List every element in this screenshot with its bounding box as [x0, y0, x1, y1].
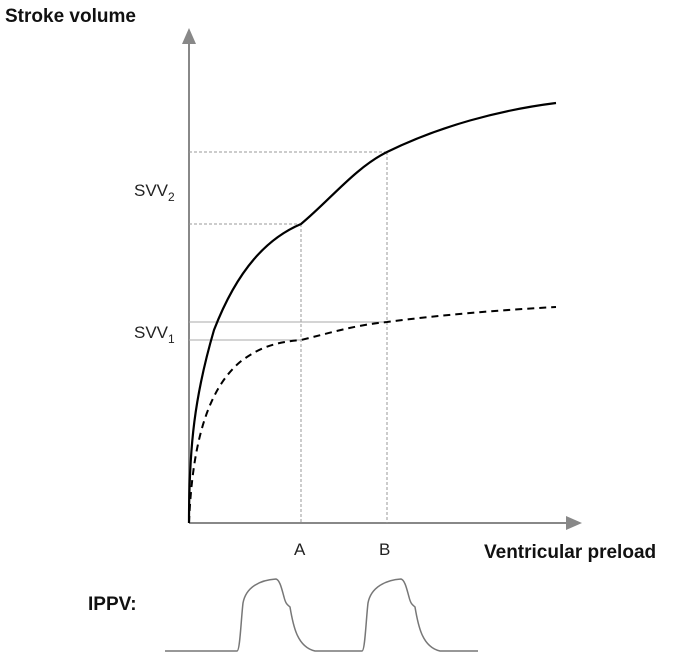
- svv2-label: SVV2: [134, 181, 175, 204]
- x-axis-arrow: [566, 516, 582, 530]
- svv1-subscript: 1: [168, 332, 175, 346]
- svv2-subscript: 2: [168, 190, 175, 204]
- y-axis-arrow: [182, 28, 196, 44]
- lower-curve-dashed: [188, 306, 557, 524]
- axes: [182, 28, 582, 530]
- y-axis-label: Stroke volume: [5, 6, 136, 27]
- guide-lines: [189, 151, 388, 523]
- upper-curve-solid: [187, 101, 557, 524]
- marker-b-label: B: [379, 540, 390, 559]
- ippv-label: IPPV:: [88, 594, 137, 615]
- marker-a-label: A: [294, 540, 306, 559]
- svv1-label: SVV1: [134, 323, 175, 346]
- x-axis-label: Ventricular preload: [484, 542, 656, 563]
- ippv-waveform: [165, 578, 478, 652]
- svv1-base: SVV: [134, 323, 169, 342]
- svv2-base: SVV: [134, 181, 169, 200]
